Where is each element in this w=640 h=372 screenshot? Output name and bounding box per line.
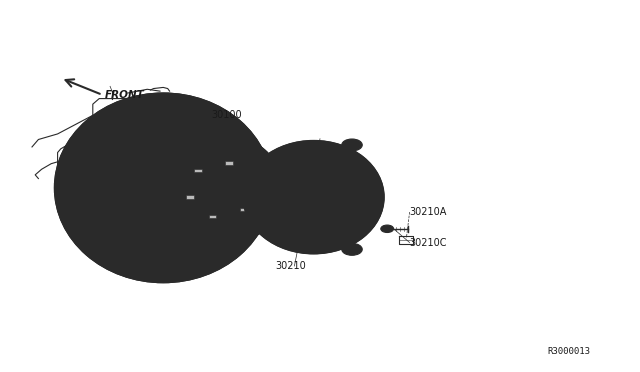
Text: FRONT: FRONT [104, 90, 144, 100]
Ellipse shape [96, 134, 230, 242]
Bar [186, 195, 194, 199]
Bar [195, 169, 202, 172]
Text: 30100: 30100 [211, 110, 242, 120]
Bar [209, 215, 216, 218]
Bar [248, 181, 255, 184]
Text: R3000013: R3000013 [547, 347, 590, 356]
Ellipse shape [381, 225, 394, 232]
Ellipse shape [342, 139, 362, 151]
Ellipse shape [227, 191, 247, 203]
Text: 30210A: 30210A [410, 207, 447, 217]
Ellipse shape [54, 93, 272, 283]
Bar [239, 208, 247, 211]
Text: 30210: 30210 [275, 261, 306, 271]
Text: 30210C: 30210C [410, 238, 447, 247]
Ellipse shape [158, 134, 284, 246]
Bar [225, 161, 233, 165]
Ellipse shape [243, 141, 384, 254]
Ellipse shape [342, 243, 362, 255]
